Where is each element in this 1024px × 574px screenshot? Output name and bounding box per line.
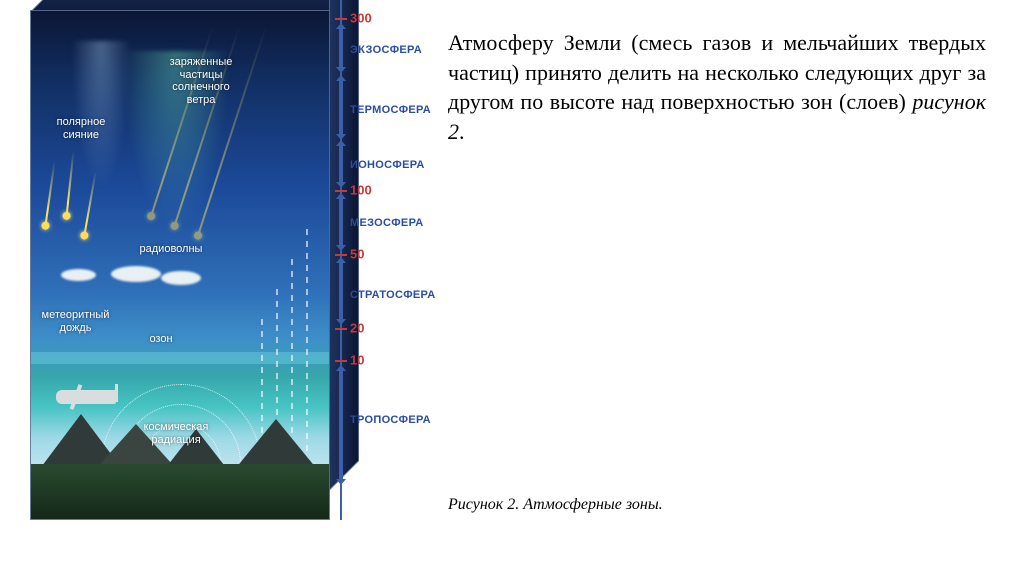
scale-arrow bbox=[339, 262, 343, 320]
scale-arrow bbox=[339, 145, 343, 183]
scale-tick-value: 10 bbox=[350, 353, 364, 368]
scale-tick-value: 100 bbox=[350, 183, 372, 198]
zone-label: ЭКЗОСФЕРА bbox=[350, 44, 422, 56]
scale-tick bbox=[335, 18, 347, 20]
meteor-icon bbox=[44, 161, 55, 226]
annotation-ozone: озон bbox=[136, 333, 186, 346]
altitude-scale: 300 100 50 20 10 ЭКЗОСФЕРА ТЕРМОСФЕРА ИО… bbox=[335, 0, 425, 520]
scale-tick bbox=[335, 254, 347, 256]
figure-caption: Рисунок 2. Атмосферные зоны. bbox=[448, 496, 986, 514]
annotation-meteor-rain: метеоритныйдождь bbox=[33, 309, 118, 334]
text-column: Атмосферу Земли (смесь газов и мельчайши… bbox=[430, 0, 1024, 574]
scale-tick bbox=[335, 190, 347, 192]
atmosphere-cube: полярноесияние заряженныечастицысолнечно… bbox=[30, 10, 330, 520]
scale-arrow bbox=[339, 28, 343, 68]
zone-label: МЕЗОСФЕРА bbox=[350, 217, 424, 229]
scale-arrow bbox=[339, 370, 343, 480]
scale-arrow bbox=[339, 80, 343, 135]
scale-tick bbox=[335, 360, 347, 362]
annotation-radiowaves: радиоволны bbox=[126, 243, 216, 256]
scale-arrow bbox=[339, 198, 343, 246]
paragraph-end: . bbox=[459, 119, 465, 144]
scale-tick-value: 300 bbox=[350, 11, 372, 26]
zone-label: СТРАТОСФЕРА bbox=[350, 289, 435, 301]
diagram-column: полярноесияние заряженныечастицысолнечно… bbox=[0, 0, 430, 574]
scale-tick-value: 50 bbox=[350, 247, 364, 262]
cube-top-face bbox=[31, 0, 361, 11]
cube-front-face: полярноесияние заряженныечастицысолнечно… bbox=[31, 11, 329, 519]
zone-label: ИОНОСФЕРА bbox=[350, 159, 425, 171]
paragraph-text: Атмосферу Земли (смесь газов и мельчайши… bbox=[448, 30, 986, 114]
cloud-icon bbox=[61, 269, 96, 281]
ozone-layer bbox=[31, 352, 329, 364]
body-paragraph: Атмосферу Земли (смесь газов и мельчайши… bbox=[448, 28, 986, 147]
airplane-icon bbox=[56, 390, 116, 404]
scale-tick-value: 20 bbox=[350, 321, 364, 336]
cloud-icon bbox=[111, 266, 161, 282]
cloud-icon bbox=[161, 271, 201, 285]
aurora-glow-2 bbox=[71, 41, 131, 191]
zone-label: ТЕРМОСФЕРА bbox=[350, 104, 431, 116]
scale-tick bbox=[335, 328, 347, 330]
ground-strip bbox=[31, 464, 329, 519]
zone-label: ТРОПОСФЕРА bbox=[350, 414, 431, 426]
